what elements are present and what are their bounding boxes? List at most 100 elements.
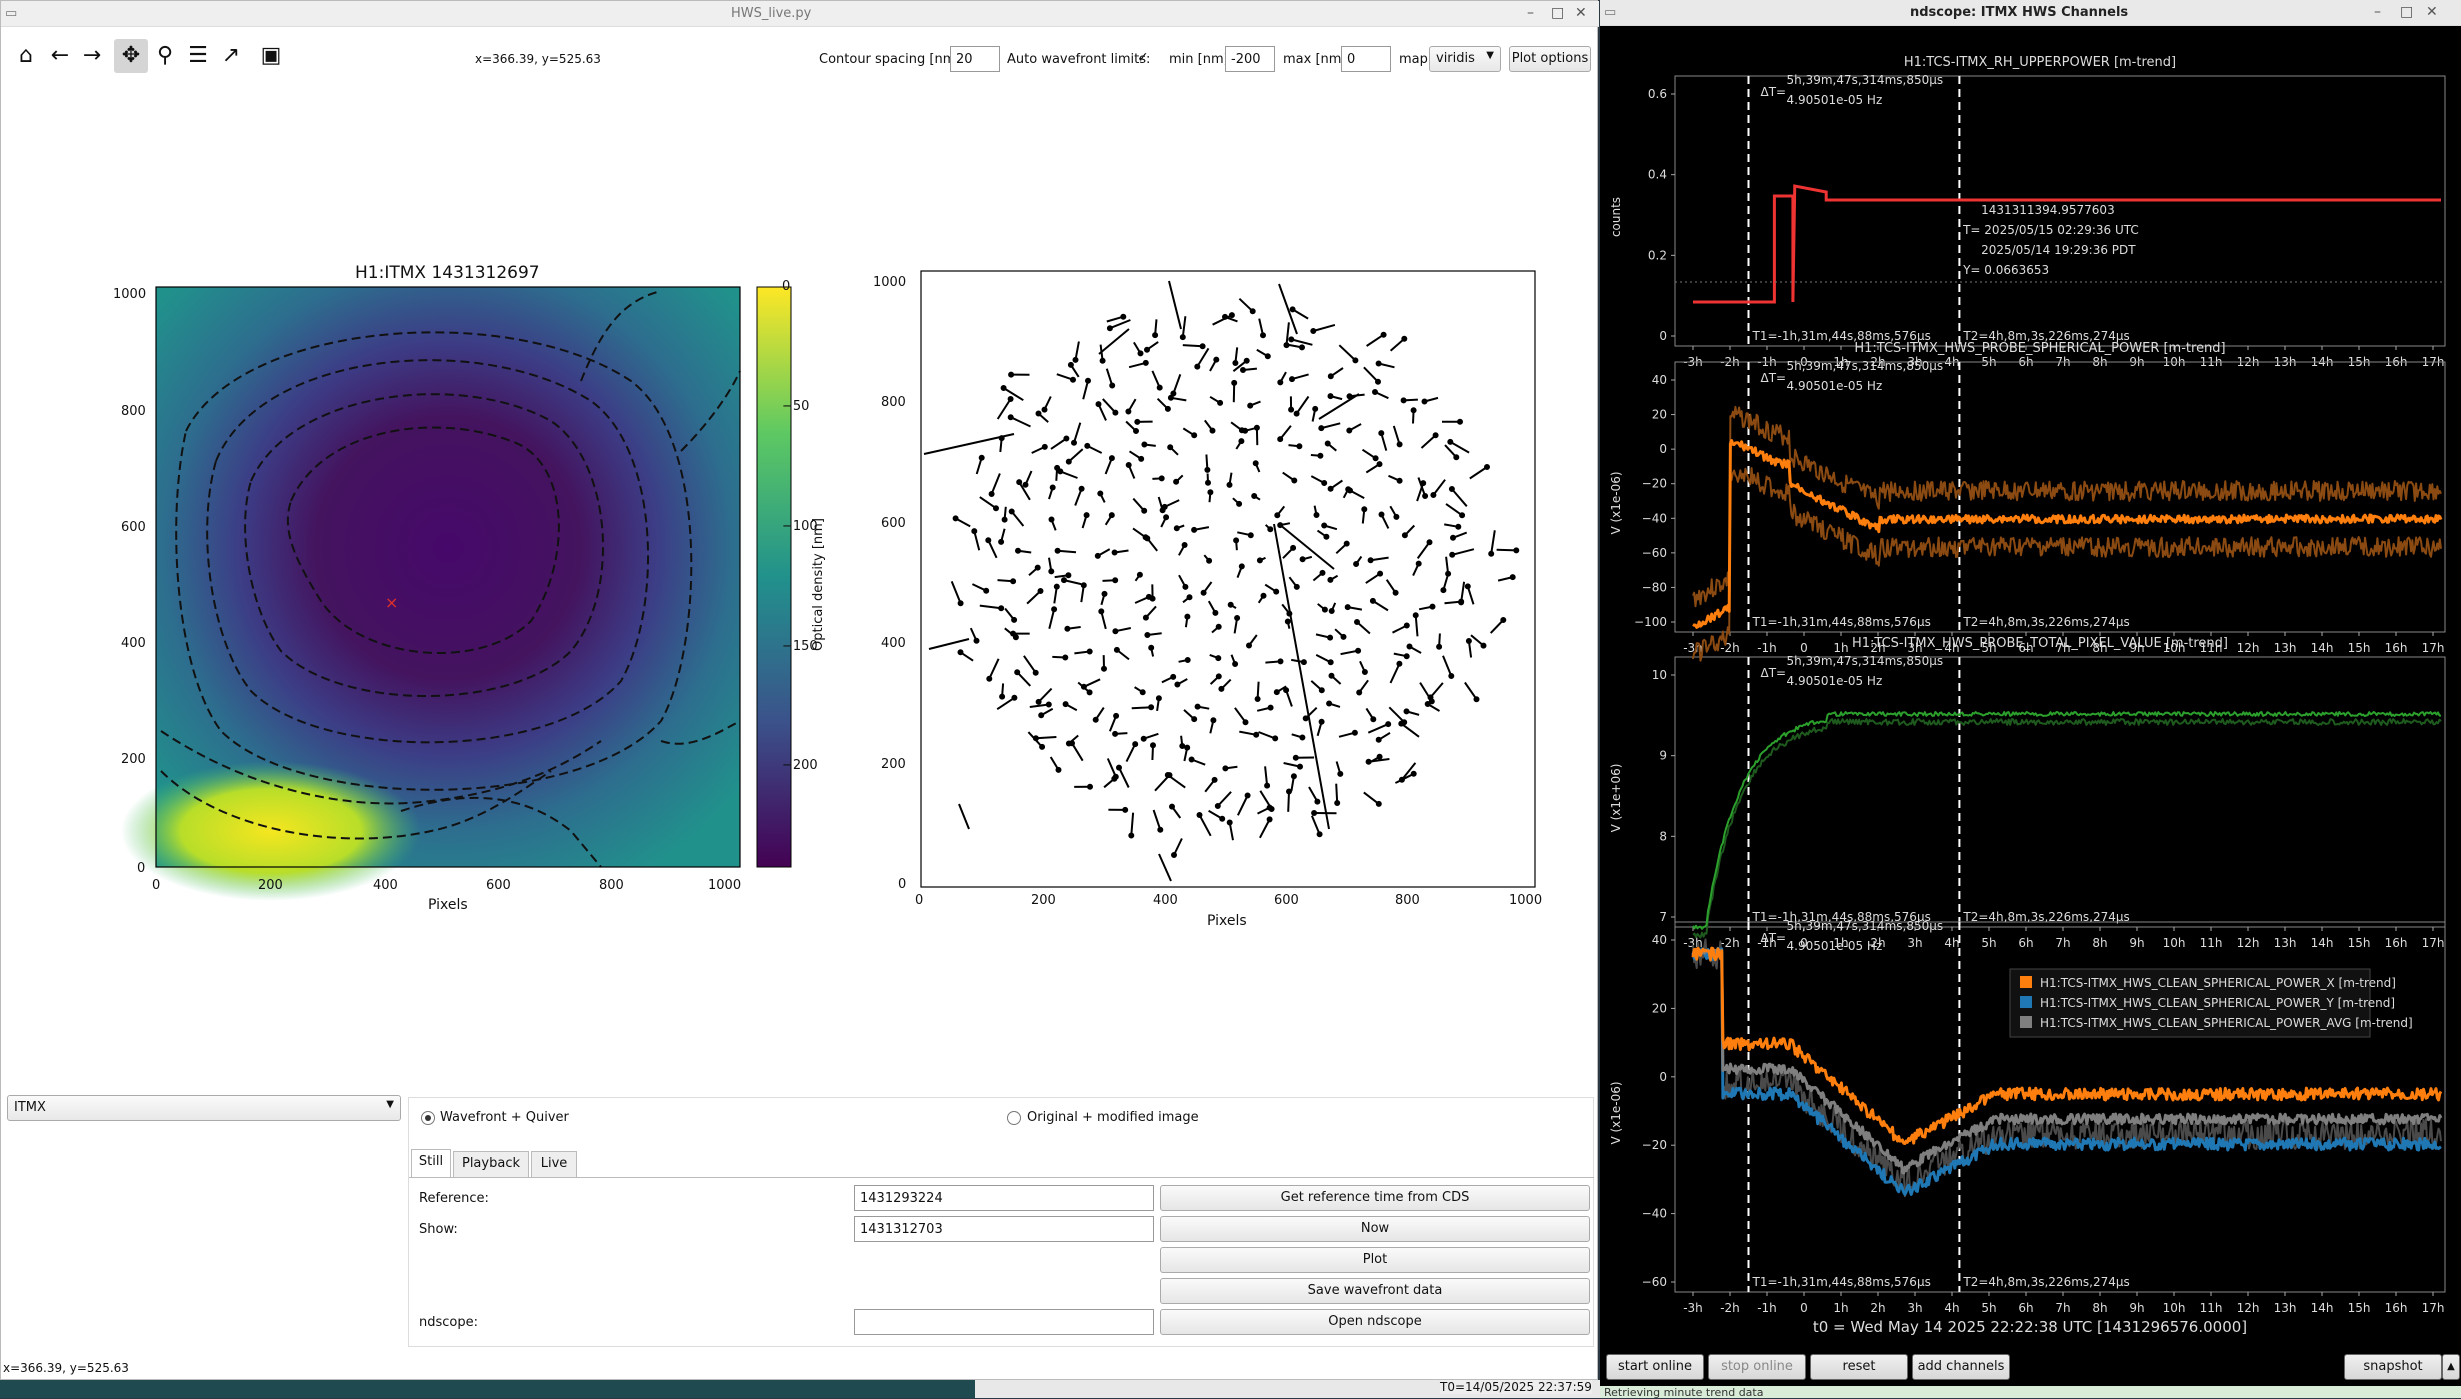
quiver-arrowhead — [1139, 351, 1143, 355]
reference-input[interactable] — [854, 1185, 1154, 1211]
quiver-arrowhead — [1356, 649, 1360, 653]
contour-spacing-input[interactable] — [950, 46, 1000, 72]
quiver-arrowhead — [1321, 571, 1325, 575]
colormap-select[interactable]: viridis▼ — [1429, 46, 1501, 72]
plot-options-button[interactable]: Plot options — [1509, 46, 1591, 72]
quiver-arrowhead — [1246, 794, 1250, 798]
configure-subplots-icon[interactable]: ☰ — [181, 39, 215, 73]
pan-icon[interactable]: ✥ — [114, 39, 148, 73]
quiver-arrowhead — [1405, 709, 1409, 713]
maximize-icon[interactable]: □ — [2400, 4, 2413, 20]
quiver-arrowhead — [1378, 755, 1382, 759]
open-ndscope-button[interactable]: Open ndscope — [1160, 1309, 1590, 1335]
max-input[interactable] — [1341, 46, 1391, 72]
original-image-radio[interactable] — [1007, 1111, 1021, 1125]
quiver-arrowhead — [1164, 515, 1168, 519]
x-tick-label: 10h — [2163, 1301, 2186, 1315]
stop-online-button[interactable]: stop online — [1708, 1354, 1806, 1380]
delta-t-label: ΔT= — [1761, 931, 1787, 945]
x-tick-label: 0 — [1800, 641, 1808, 655]
quiver-arrowhead — [1056, 549, 1060, 553]
y-axis-label: V (x1e-06) — [1609, 471, 1623, 534]
minimize-icon[interactable]: – — [2374, 4, 2381, 20]
x-tick-label: 7h — [2055, 1301, 2070, 1315]
quiver-arrowhead — [1377, 738, 1381, 742]
plot-button[interactable]: Plot — [1160, 1247, 1590, 1273]
min-input[interactable] — [1225, 46, 1275, 72]
quiver-arrow — [1288, 792, 1289, 812]
quiver-arrowhead — [1011, 579, 1015, 583]
quiver-arrowhead — [1190, 758, 1194, 762]
colorbar — [757, 287, 791, 867]
quiver-arrowhead — [1244, 720, 1248, 724]
tab-still[interactable]: Still — [411, 1149, 451, 1177]
save-wavefront-button[interactable]: Save wavefront data — [1160, 1278, 1590, 1304]
quiver-arrowhead — [1050, 518, 1054, 522]
x-tick-label: 7h — [2055, 936, 2070, 950]
quiver-arrowhead — [1347, 429, 1351, 433]
save-figure-icon[interactable]: ▣ — [254, 39, 288, 73]
hws-titlebar[interactable]: ▭ HWS_live.py – □ ✕ — [1, 1, 1599, 27]
quiver-arrowhead — [1298, 765, 1302, 769]
show-input[interactable] — [854, 1216, 1154, 1242]
quiver-arrowhead — [1186, 658, 1190, 662]
wavefront-plot[interactable]: × — [101, 271, 881, 931]
quiver-arrowhead — [1431, 493, 1435, 497]
reset-button[interactable]: reset — [1810, 1354, 1908, 1380]
quiver-arrowhead — [1157, 696, 1161, 700]
add-channels-button[interactable]: add channels — [1912, 1354, 2010, 1380]
y-tick-label: 0.6 — [1648, 87, 1667, 101]
tab-playback[interactable]: Playback — [453, 1151, 529, 1177]
quiver-arrowhead — [1284, 688, 1288, 692]
ndscope-plots[interactable]: H1:TCS-ITMX_RH_UPPERPOWER [m-trend]count… — [1600, 26, 2461, 1352]
snapshot-button[interactable]: snapshot — [2344, 1354, 2442, 1380]
quiver-arrowhead — [1149, 646, 1153, 650]
quiver-arrowhead — [1261, 333, 1265, 337]
quiver-arrowhead — [1421, 481, 1425, 485]
auto-limits-checkbox[interactable]: ✓ — [1137, 50, 1149, 66]
close-icon[interactable]: ✕ — [1575, 5, 1587, 21]
quiver-arrowhead — [1294, 756, 1298, 760]
legend: H1:TCS-ITMX_HWS_CLEAN_SPHERICAL_POWER_X … — [2010, 969, 2413, 1037]
quiver-arrowhead — [1205, 468, 1209, 472]
tab-live[interactable]: Live — [531, 1151, 577, 1177]
close-icon[interactable]: ✕ — [2426, 4, 2438, 20]
cursor-readout: T= 2025/05/15 02:29:36 UTC — [1962, 223, 2139, 237]
quiver-arrowhead — [1371, 717, 1375, 721]
zoom-icon[interactable]: ⚲ — [148, 39, 182, 73]
chevron-up-icon[interactable]: ▲ — [2442, 1354, 2460, 1380]
maximize-icon[interactable]: □ — [1551, 5, 1564, 21]
quiver-arrowhead — [1110, 456, 1114, 460]
y-tick-label: 0.4 — [1648, 168, 1667, 182]
quiver-arrowhead — [1144, 616, 1148, 620]
quiver-arrowhead — [1127, 463, 1131, 467]
quiver-arrowhead — [1103, 592, 1107, 596]
quiver-arrowhead — [1377, 802, 1381, 806]
x-tick-label: 9h — [2129, 1301, 2144, 1315]
quiver-arrowhead — [1216, 656, 1220, 660]
quiver-plot[interactable] — [919, 269, 1539, 889]
wavefront-quiver-radio[interactable] — [421, 1111, 435, 1125]
quiver-arrowhead — [1268, 527, 1272, 531]
quiver-arrowhead — [1040, 745, 1044, 749]
home-icon[interactable]: ⌂ — [9, 39, 43, 73]
edit-axis-icon[interactable]: ↗ — [214, 39, 248, 73]
ndscope-titlebar[interactable]: ▭ ndscope: ITMX HWS Channels – □ ✕ — [1600, 0, 2461, 26]
ndscope-input[interactable] — [854, 1309, 1154, 1335]
quiver-arrowhead — [1363, 670, 1367, 674]
quiver-arrowhead — [1211, 429, 1215, 433]
quiver-arrowhead — [1255, 426, 1259, 430]
now-button[interactable]: Now — [1160, 1216, 1590, 1242]
quiver-arrowhead — [1195, 365, 1199, 369]
x-tick-label: 14h — [2311, 1301, 2334, 1315]
back-arrow-icon[interactable]: ← — [43, 39, 77, 73]
start-online-button[interactable]: start online — [1606, 1354, 1704, 1380]
minimize-icon[interactable]: – — [1527, 5, 1534, 21]
quiver-arrowhead — [1110, 513, 1114, 517]
quiver-arrowhead — [1170, 805, 1174, 809]
forward-arrow-icon[interactable]: → — [75, 39, 109, 73]
optic-select[interactable]: ITMX▼ — [7, 1095, 401, 1121]
auto-limits-label: Auto wavefront limits: — [1007, 52, 1150, 67]
quiver-arrowhead — [1024, 483, 1028, 487]
get-reference-button[interactable]: Get reference time from CDS — [1160, 1185, 1590, 1211]
